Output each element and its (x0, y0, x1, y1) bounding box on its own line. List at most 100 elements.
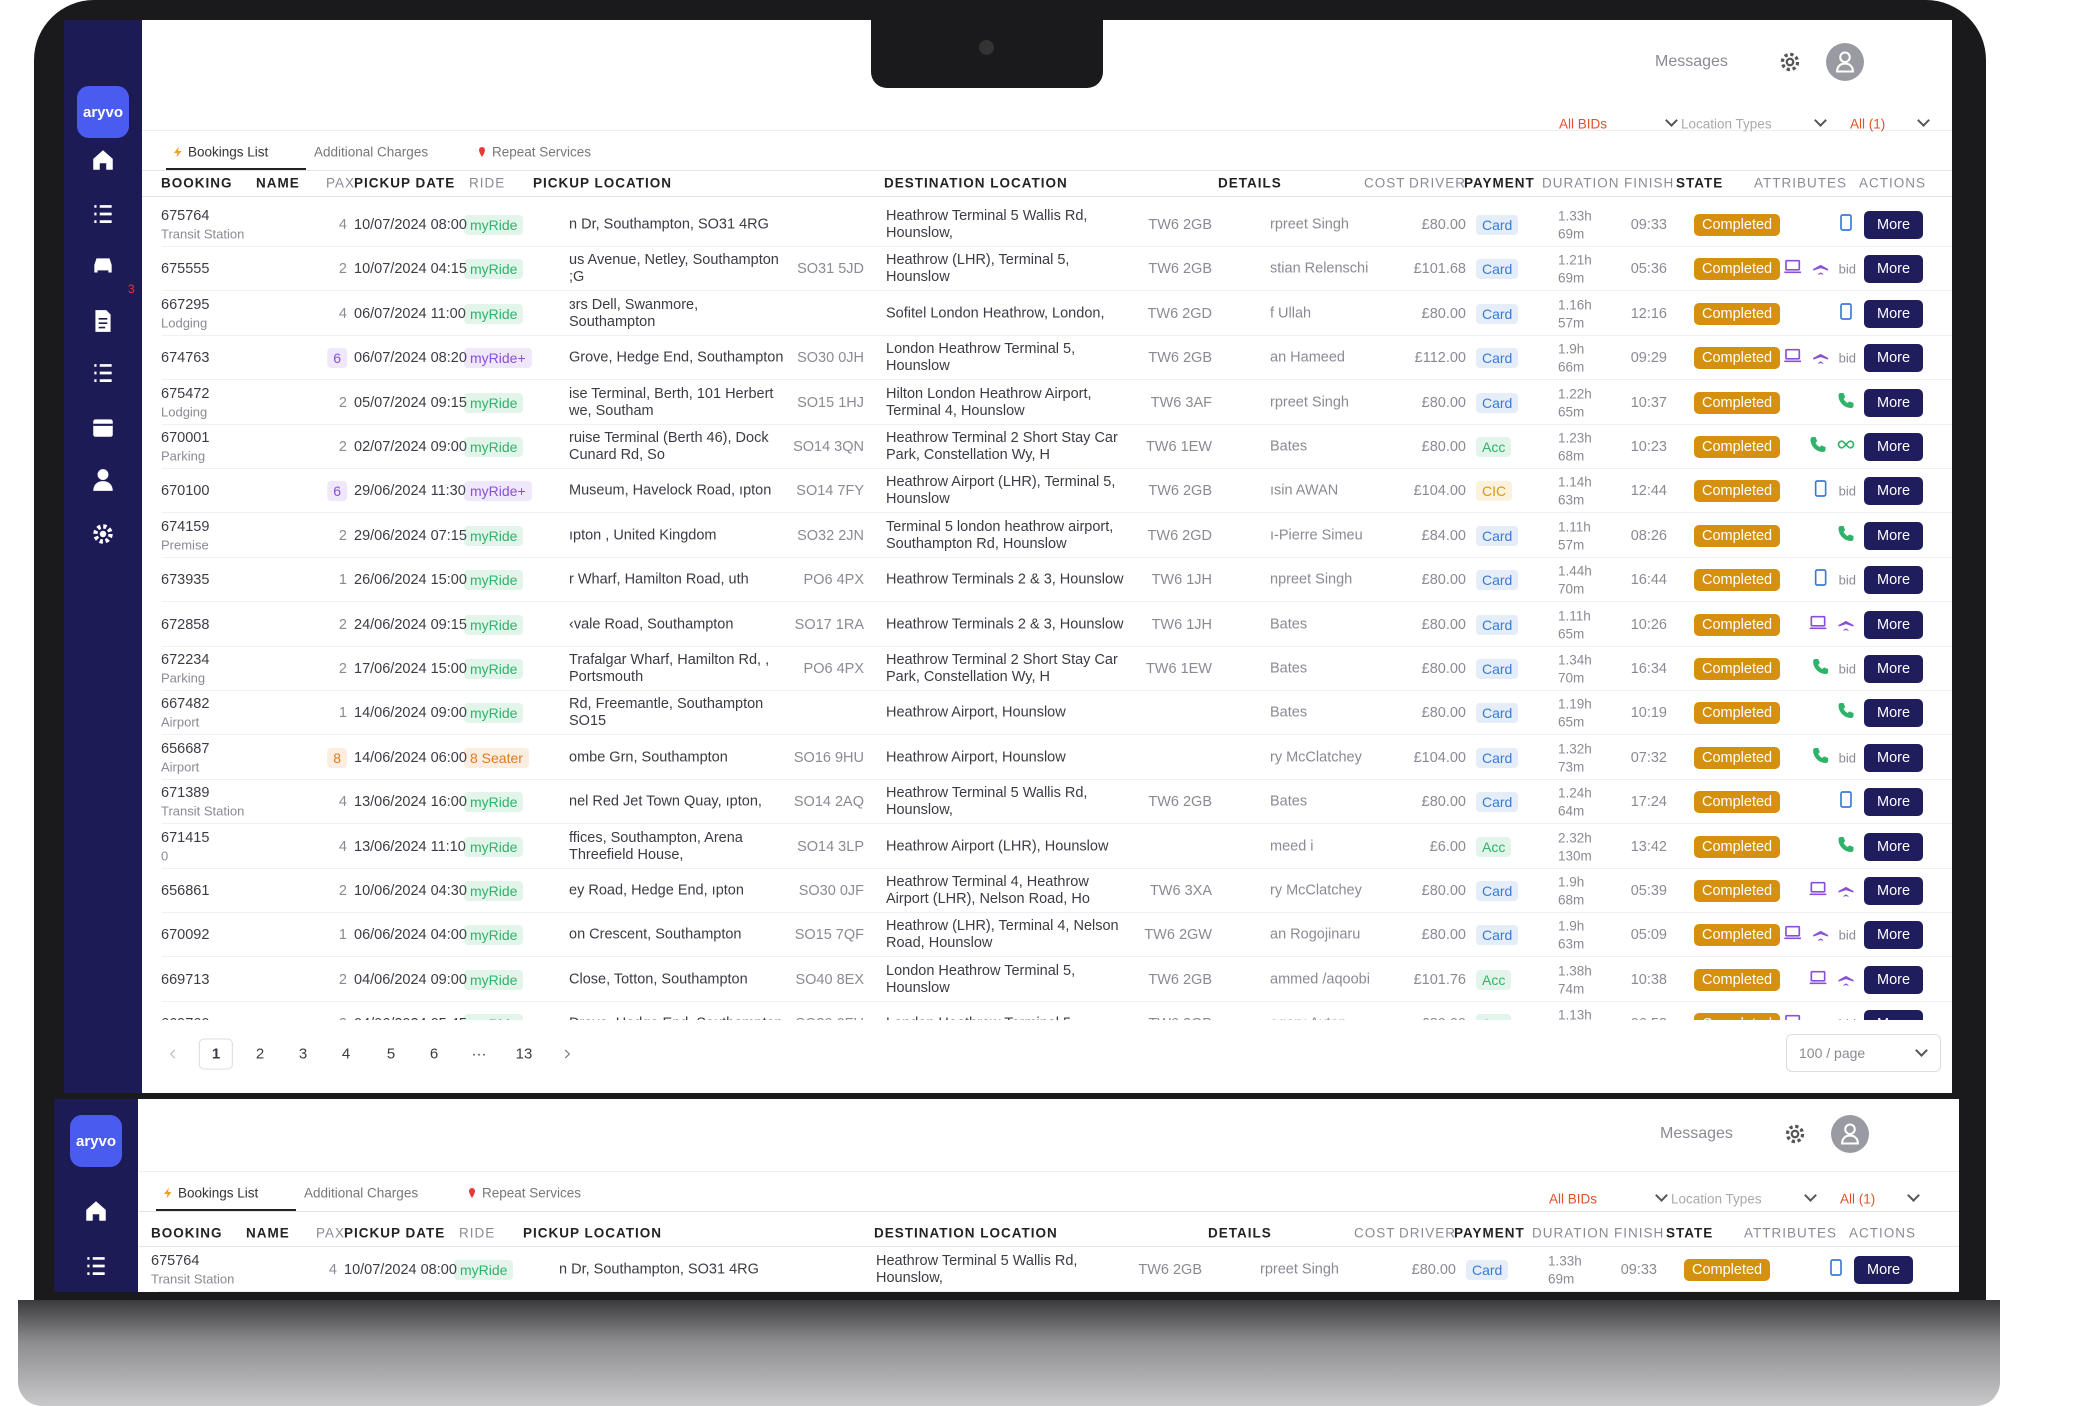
tab-icon (476, 144, 488, 165)
sidebar-doc[interactable] (90, 308, 116, 339)
user-avatar[interactable] (1831, 1115, 1869, 1153)
page-button[interactable]: 5 (386, 1045, 396, 1063)
filter-dropdown[interactable]: Location Types (1671, 1191, 1762, 1207)
booking-type: Airport (161, 759, 200, 775)
filter-dropdown[interactable]: All BIDs (1549, 1191, 1598, 1207)
pickup-postcode: PO6 4PX (803, 572, 864, 589)
attribute-plane-glyph (1838, 968, 1854, 986)
sidebar-home-glyph (93, 150, 113, 170)
more-button[interactable]: More (1864, 433, 1924, 461)
camera (979, 40, 994, 55)
filter-dropdown[interactable]: All (1) (1850, 116, 1886, 132)
page-button[interactable]: 13 (515, 1045, 533, 1063)
sidebar-user[interactable] (90, 467, 116, 498)
user-avatar[interactable] (1826, 43, 1864, 81)
booking-id[interactable]: 656861 (161, 883, 210, 899)
more-button[interactable]: More (1854, 1256, 1914, 1284)
filter-dropdown[interactable]: All (1) (1840, 1191, 1876, 1207)
sidebar-list[interactable] (83, 1253, 109, 1284)
more-button[interactable]: More (1864, 211, 1924, 239)
booking-id[interactable]: 670092 (161, 927, 210, 944)
page-button[interactable]: 1 (198, 1038, 234, 1070)
tab-icon-glyph (174, 146, 182, 158)
attribute-tablet (1783, 923, 1803, 948)
more-button[interactable]: More (1864, 743, 1924, 772)
booking-id[interactable]: 671415 (161, 829, 210, 846)
more-button[interactable]: More (1864, 921, 1924, 950)
tab[interactable]: Repeat Services (492, 144, 592, 160)
booking-id[interactable]: 656687 (161, 740, 210, 757)
booking-id[interactable]: 670100 (161, 483, 210, 500)
sidebar-list[interactable] (90, 201, 116, 232)
finish-time: 05:39 (1630, 883, 1667, 899)
filter-dropdown[interactable]: Location Types (1681, 116, 1772, 132)
more-button[interactable]: More (1864, 832, 1924, 861)
page-button[interactable]: 2 (255, 1045, 265, 1063)
booking-id[interactable]: 671389 (161, 785, 210, 802)
tab[interactable]: Bookings List (178, 1185, 259, 1201)
page-button[interactable]: ··· (471, 1045, 487, 1063)
sidebar-list[interactable] (90, 360, 116, 391)
page-button[interactable]: 4 (341, 1045, 351, 1063)
page-button[interactable]: 6 (429, 1045, 439, 1063)
booking-id[interactable]: 669760 (161, 1016, 209, 1020)
booking-id[interactable]: 667482 (161, 696, 210, 713)
settings-button[interactable] (1782, 1121, 1808, 1152)
filter-dropdown[interactable]: All BIDs (1559, 116, 1608, 132)
brand-logo[interactable]: aryvo (77, 86, 129, 138)
more-button[interactable]: More (1864, 610, 1924, 639)
brand-logo[interactable]: aryvo (70, 1115, 122, 1167)
more-button[interactable]: More (1864, 877, 1924, 905)
sidebar-gear[interactable] (90, 521, 116, 552)
more-button[interactable]: More (1864, 255, 1924, 284)
booking-id[interactable]: 672858 (161, 616, 210, 633)
booking-id[interactable]: 669713 (161, 971, 210, 988)
more-button[interactable]: More (1864, 477, 1924, 506)
page-size-select[interactable]: 100 / page (1786, 1034, 1941, 1072)
pagination-next[interactable] (560, 1046, 574, 1067)
sidebar-cal[interactable] (90, 414, 116, 445)
booking-id[interactable]: 674763 (161, 350, 210, 367)
booking-id[interactable]: 675764 (151, 1253, 200, 1269)
column-header: DETAILS (1208, 1225, 1272, 1241)
attribute-tablet (1808, 967, 1828, 992)
tab[interactable]: Additional Charges (304, 1185, 419, 1201)
finish-time: 08:26 (1630, 527, 1667, 544)
booking-id[interactable]: 674159 (161, 518, 210, 535)
more-button[interactable]: More (1864, 299, 1924, 328)
more-button[interactable]: More (1864, 521, 1924, 550)
settings-button[interactable] (1777, 49, 1803, 80)
duration-minutes: 66m (1558, 359, 1585, 375)
more-button[interactable]: More (1864, 1010, 1924, 1020)
attributes (1836, 523, 1856, 548)
tab[interactable]: Repeat Services (482, 1185, 582, 1201)
sidebar-home[interactable] (83, 1198, 109, 1229)
more-button[interactable]: More (1864, 655, 1924, 683)
destination-location: Heathrow Terminal 2 Short Stay Car Park,… (886, 430, 1118, 463)
more-button[interactable]: More (1864, 344, 1924, 373)
column-header: PAX (316, 1225, 346, 1241)
booking-id[interactable]: 670001 (161, 430, 210, 446)
column-header: RIDE (469, 175, 506, 191)
pagination-prev[interactable] (166, 1046, 180, 1067)
more-button[interactable]: More (1864, 965, 1924, 994)
column-header: STATE (1676, 175, 1724, 191)
messages-menu[interactable]: Messages (1655, 53, 1728, 70)
page-button[interactable]: 3 (298, 1045, 308, 1063)
pickup-postcode: SO30 0JF (798, 883, 864, 899)
more-button[interactable]: More (1864, 788, 1924, 817)
more-button[interactable]: More (1864, 388, 1924, 417)
booking-id[interactable]: 675555 (161, 261, 210, 278)
sidebar-home[interactable] (90, 147, 116, 178)
sidebar-car[interactable] (90, 253, 116, 284)
more-button[interactable]: More (1864, 699, 1924, 728)
more-button[interactable]: More (1864, 566, 1924, 595)
tab[interactable]: Bookings List (188, 144, 269, 160)
booking-id[interactable]: 675472 (161, 385, 210, 402)
tab[interactable]: Additional Charges (314, 144, 429, 160)
booking-id[interactable]: 672234 (161, 652, 210, 668)
booking-id[interactable]: 675764 (161, 208, 210, 224)
messages-menu[interactable]: Messages (1660, 1125, 1733, 1142)
booking-id[interactable]: 667295 (161, 296, 210, 313)
booking-id[interactable]: 673935 (161, 572, 210, 589)
